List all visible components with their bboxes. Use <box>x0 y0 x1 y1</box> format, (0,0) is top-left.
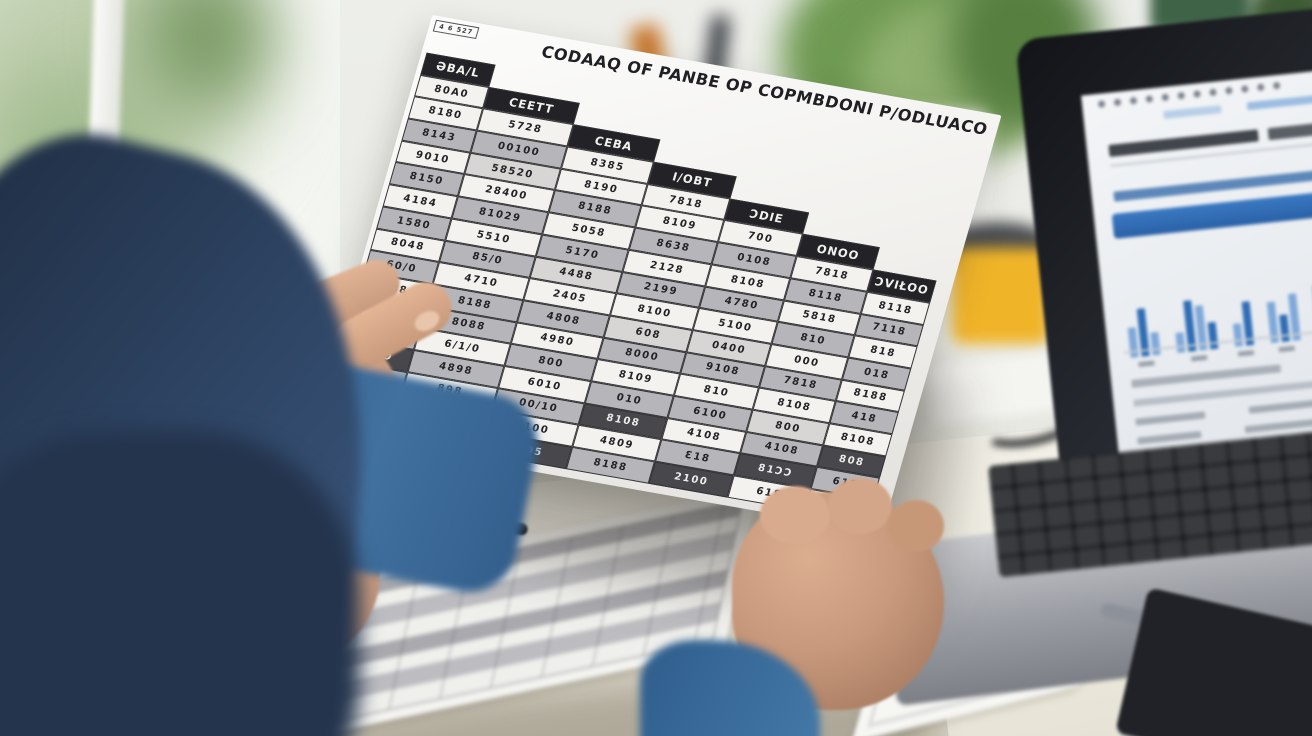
chart-bar <box>1232 322 1244 347</box>
screen-chart <box>1115 235 1312 369</box>
toolbar-icon <box>1193 90 1201 98</box>
toolbar-icon <box>1240 85 1249 93</box>
bar-cluster <box>1263 262 1302 353</box>
tab-link <box>1163 105 1222 120</box>
paper-corner-mark: 4 6 527 <box>432 19 480 40</box>
chart-bar <box>1127 327 1139 358</box>
text-line-bar <box>1131 364 1282 388</box>
toolbar-icon <box>1209 88 1217 97</box>
cell-bar <box>1244 416 1312 434</box>
toolbar-icon <box>1161 93 1170 102</box>
x-tick-label <box>1278 345 1295 353</box>
bar-cluster <box>1227 267 1255 357</box>
toolbar-icon <box>1097 100 1106 108</box>
right-hand-knuckle <box>888 500 944 552</box>
toolbar-icon <box>1129 96 1138 105</box>
bar-cluster <box>1123 277 1162 368</box>
bar-cluster <box>1169 271 1219 363</box>
toolbar-icon <box>1113 98 1122 107</box>
toolbar-icon <box>1177 91 1186 100</box>
toolbar-icon <box>1272 81 1281 90</box>
yellow-jar <box>952 248 1050 344</box>
right-hand-knuckle <box>760 486 830 544</box>
chart-bar <box>1175 331 1186 353</box>
chart-bar <box>1279 314 1290 342</box>
toolbar-icon <box>1145 95 1154 103</box>
toolbar-icon <box>1225 86 1233 95</box>
blazer-arm <box>0 430 360 736</box>
tab-link <box>1246 94 1312 111</box>
x-tick-label <box>1237 350 1254 357</box>
chart-bar <box>1150 331 1161 356</box>
cell-bar <box>1248 395 1312 414</box>
x-tick-label <box>1190 354 1207 362</box>
x-tick-label <box>1138 360 1155 368</box>
chart-bar <box>1207 322 1219 350</box>
toolbar-icon <box>1256 83 1265 92</box>
right-hand-knuckle <box>828 478 892 534</box>
page-heading-bar <box>1267 122 1312 141</box>
cell-bar <box>1137 430 1202 445</box>
cell-bar <box>1135 411 1206 426</box>
